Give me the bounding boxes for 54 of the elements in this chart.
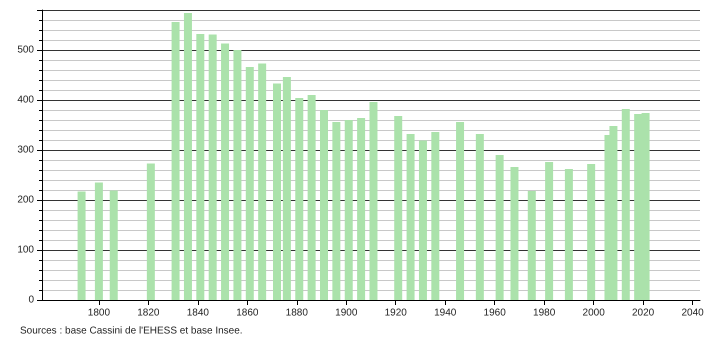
y-tick-label: 400 bbox=[17, 94, 34, 106]
x-tick-label: 1820 bbox=[137, 308, 160, 318]
y-tick-label: 300 bbox=[17, 144, 34, 156]
y-tick-label: 0 bbox=[28, 294, 34, 306]
y-tick-label: 100 bbox=[17, 244, 34, 256]
bar bbox=[528, 191, 536, 300]
bar bbox=[476, 134, 484, 300]
bar bbox=[308, 95, 316, 300]
x-tick-label: 1860 bbox=[236, 308, 259, 318]
y-tick-label: 500 bbox=[17, 44, 34, 56]
bar bbox=[357, 118, 366, 300]
x-tick-label: 1840 bbox=[186, 308, 210, 318]
bar bbox=[394, 116, 402, 300]
bar bbox=[510, 167, 518, 300]
bar bbox=[110, 190, 118, 300]
bar bbox=[545, 162, 554, 300]
x-tick-label: 1960 bbox=[484, 308, 506, 318]
bar bbox=[344, 120, 353, 300]
bar bbox=[78, 192, 86, 300]
x-tick-label: 1800 bbox=[88, 308, 110, 318]
bar bbox=[246, 67, 254, 300]
bar bbox=[587, 164, 596, 300]
x-tick-label: 1920 bbox=[384, 308, 408, 318]
source-note: Sources : base Cassini de l'EHESS et base Insee. bbox=[20, 326, 243, 336]
bar bbox=[418, 140, 427, 300]
x-tick-label: 1980 bbox=[533, 308, 556, 318]
x-tick-label: 1880 bbox=[286, 308, 308, 318]
bar bbox=[622, 109, 630, 300]
bar bbox=[208, 34, 217, 300]
x-tick-label: 1940 bbox=[434, 308, 457, 318]
x-tick-label: 2040 bbox=[681, 308, 704, 318]
bar bbox=[406, 134, 415, 300]
bar bbox=[233, 50, 242, 300]
y-tick-label: 200 bbox=[17, 194, 34, 206]
bar bbox=[146, 164, 155, 300]
bar bbox=[94, 182, 103, 300]
bar bbox=[496, 155, 504, 300]
x-tick-label: 1900 bbox=[335, 308, 358, 318]
bar bbox=[184, 13, 192, 300]
bar bbox=[320, 110, 328, 300]
bar bbox=[172, 22, 180, 300]
bar bbox=[273, 84, 281, 300]
bar bbox=[456, 122, 464, 300]
bar bbox=[332, 122, 340, 300]
bar bbox=[282, 77, 291, 300]
x-tick-label: 2000 bbox=[582, 308, 606, 318]
bar bbox=[258, 64, 266, 300]
bar bbox=[431, 132, 440, 300]
bar bbox=[221, 44, 230, 300]
bar bbox=[196, 34, 204, 300]
bar bbox=[295, 98, 304, 300]
bar bbox=[564, 169, 573, 300]
x-tick-label: 2020 bbox=[632, 308, 655, 318]
bar bbox=[369, 102, 378, 300]
